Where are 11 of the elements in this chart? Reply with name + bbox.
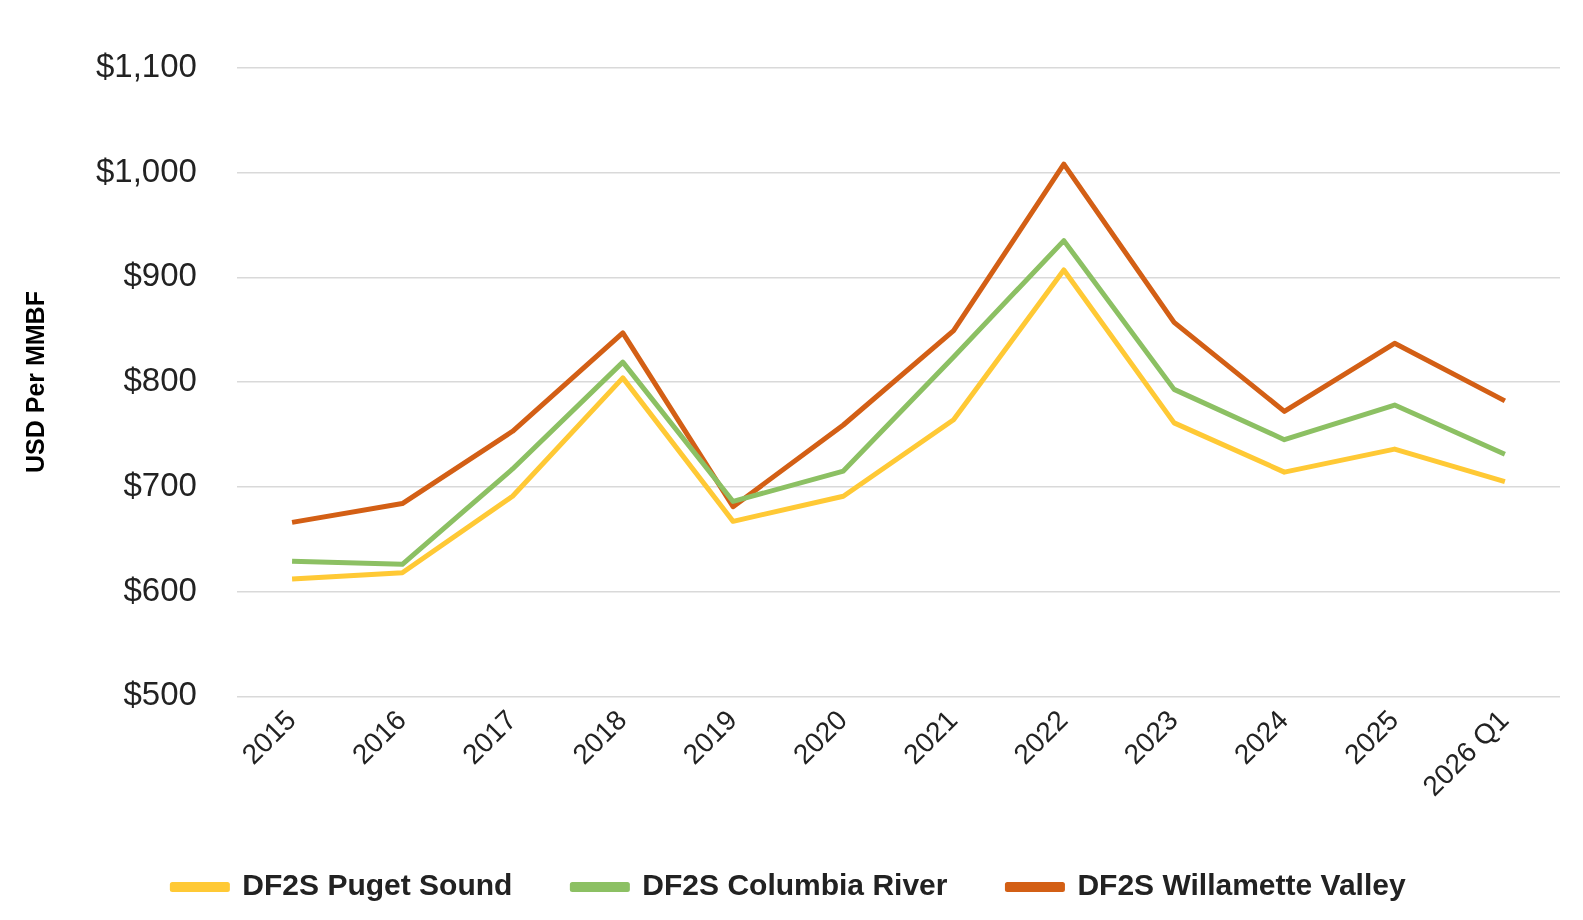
y-axis-title: USD Per MMBF bbox=[20, 291, 49, 474]
y-tick-label: $800 bbox=[123, 361, 197, 399]
y-tick-label: $900 bbox=[123, 256, 197, 294]
y-tick-label: $1,100 bbox=[96, 46, 197, 84]
legend-label: DF2S Willamette Valley bbox=[1077, 868, 1406, 902]
y-tick-label: $600 bbox=[123, 570, 197, 608]
y-tick-label: $700 bbox=[123, 465, 197, 503]
y-tick-label: $1,000 bbox=[96, 151, 197, 189]
legend-label: DF2S Puget Sound bbox=[242, 868, 513, 902]
y-tick-label: $500 bbox=[123, 675, 197, 713]
legend-label: DF2S Columbia River bbox=[642, 868, 948, 902]
